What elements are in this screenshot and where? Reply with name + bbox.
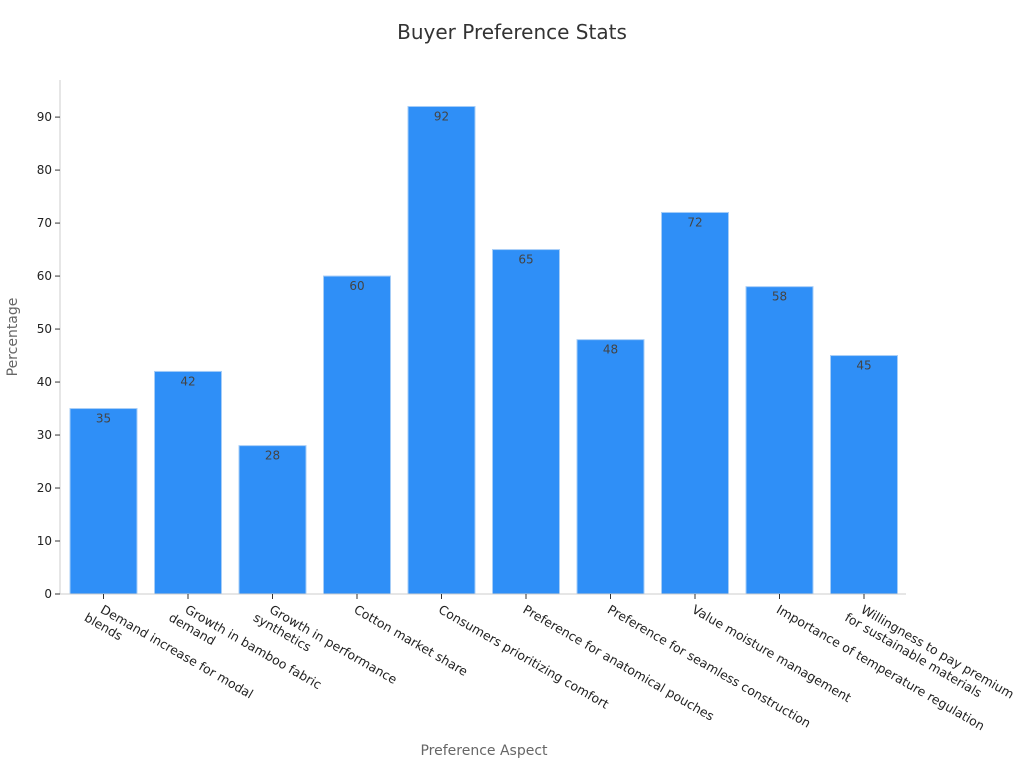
bar xyxy=(407,105,476,595)
bar xyxy=(745,286,814,595)
data-label: 92 xyxy=(434,109,449,123)
y-tick-label: 50 xyxy=(37,322,52,336)
y-tick-label: 30 xyxy=(37,428,52,442)
x-axis-title: Preference Aspect xyxy=(420,743,548,759)
y-tick-label: 60 xyxy=(37,269,52,283)
bars-layer xyxy=(69,105,898,595)
bar xyxy=(323,275,391,595)
bar xyxy=(576,339,645,595)
data-label: 48 xyxy=(603,343,618,357)
y-tick-label: 80 xyxy=(37,163,52,177)
x-tick-label-group: Consumers prioritizing comfort xyxy=(436,602,612,712)
x-tick-label: Value moisture management xyxy=(690,602,855,706)
data-label: 35 xyxy=(96,412,111,426)
data-label: 65 xyxy=(518,253,533,267)
y-tick-label: 40 xyxy=(37,375,52,389)
y-tick-label: 90 xyxy=(37,110,52,124)
y-tick-label: 20 xyxy=(37,481,52,495)
bar xyxy=(69,408,138,595)
data-label: 28 xyxy=(265,449,280,463)
x-tick-label: Consumers prioritizing comfort xyxy=(436,602,612,712)
bar xyxy=(661,211,729,595)
y-tick-label: 0 xyxy=(44,587,52,601)
bar xyxy=(830,355,898,595)
data-label: 45 xyxy=(856,359,871,373)
y-tick-label: 10 xyxy=(37,534,52,548)
data-label: 42 xyxy=(180,374,195,388)
chart-title: Buyer Preference Stats xyxy=(397,20,627,44)
bar xyxy=(238,445,307,595)
y-axis: 0 10 20 30 40 50 60 70 80 90 xyxy=(37,80,61,601)
y-axis-title: Percentage xyxy=(5,298,21,377)
x-tick-label-group: Value moisture management xyxy=(690,602,855,706)
y-tick-label: 70 xyxy=(37,216,52,230)
data-label: 60 xyxy=(349,279,364,293)
data-labels-layer: 35 42 28 60 92 65 48 72 58 45 xyxy=(96,109,872,462)
bar xyxy=(492,249,560,595)
bar xyxy=(154,370,222,595)
data-label: 58 xyxy=(772,290,787,304)
data-label: 72 xyxy=(687,215,702,229)
x-tick-label: Willingness to pay premium xyxy=(859,602,1017,702)
